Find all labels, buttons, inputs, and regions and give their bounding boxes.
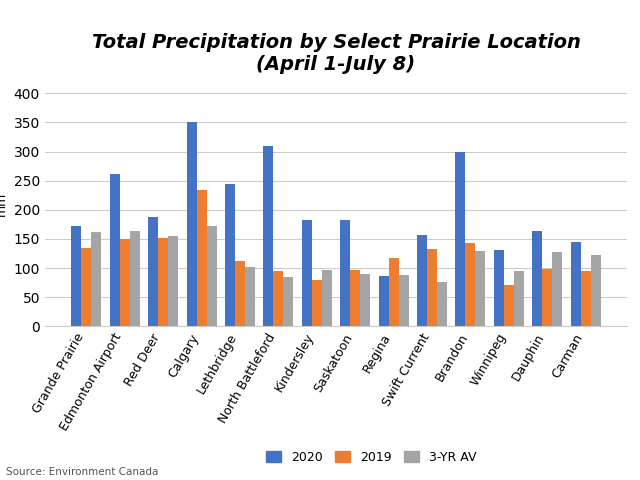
- Bar: [284, 277, 293, 326]
- Bar: [542, 269, 552, 326]
- Bar: [417, 235, 427, 326]
- Bar: [158, 239, 168, 326]
- Bar: [399, 275, 408, 326]
- Bar: [148, 217, 158, 326]
- Bar: [196, 190, 207, 326]
- Bar: [322, 270, 332, 326]
- Bar: [273, 271, 284, 326]
- Legend: 2020, 2019, 3-YR AV: 2020, 2019, 3-YR AV: [260, 446, 482, 469]
- Bar: [186, 122, 196, 326]
- Bar: [312, 280, 322, 326]
- Bar: [532, 231, 542, 326]
- Bar: [437, 281, 447, 326]
- Bar: [591, 255, 601, 326]
- Y-axis label: mm: mm: [0, 192, 8, 216]
- Bar: [456, 152, 465, 326]
- Bar: [71, 226, 81, 326]
- Bar: [465, 243, 476, 326]
- Bar: [81, 248, 92, 326]
- Bar: [580, 271, 591, 326]
- Bar: [514, 271, 524, 326]
- Bar: [476, 251, 486, 326]
- Bar: [235, 261, 245, 326]
- Bar: [494, 250, 504, 326]
- Title: Total Precipitation by Select Prairie Location
(April 1-July 8): Total Precipitation by Select Prairie Lo…: [92, 34, 580, 74]
- Bar: [264, 146, 273, 326]
- Bar: [302, 220, 312, 326]
- Bar: [168, 236, 178, 326]
- Bar: [379, 276, 388, 326]
- Bar: [92, 232, 101, 326]
- Bar: [225, 184, 235, 326]
- Bar: [552, 252, 563, 326]
- Bar: [504, 285, 514, 326]
- Bar: [245, 267, 255, 326]
- Bar: [388, 258, 399, 326]
- Bar: [130, 231, 140, 326]
- Bar: [340, 220, 350, 326]
- Bar: [120, 239, 130, 326]
- Bar: [360, 274, 370, 326]
- Bar: [427, 249, 437, 326]
- Text: Source: Environment Canada: Source: Environment Canada: [6, 467, 159, 477]
- Bar: [207, 226, 216, 326]
- Bar: [571, 242, 580, 326]
- Bar: [350, 270, 360, 326]
- Bar: [109, 174, 120, 326]
